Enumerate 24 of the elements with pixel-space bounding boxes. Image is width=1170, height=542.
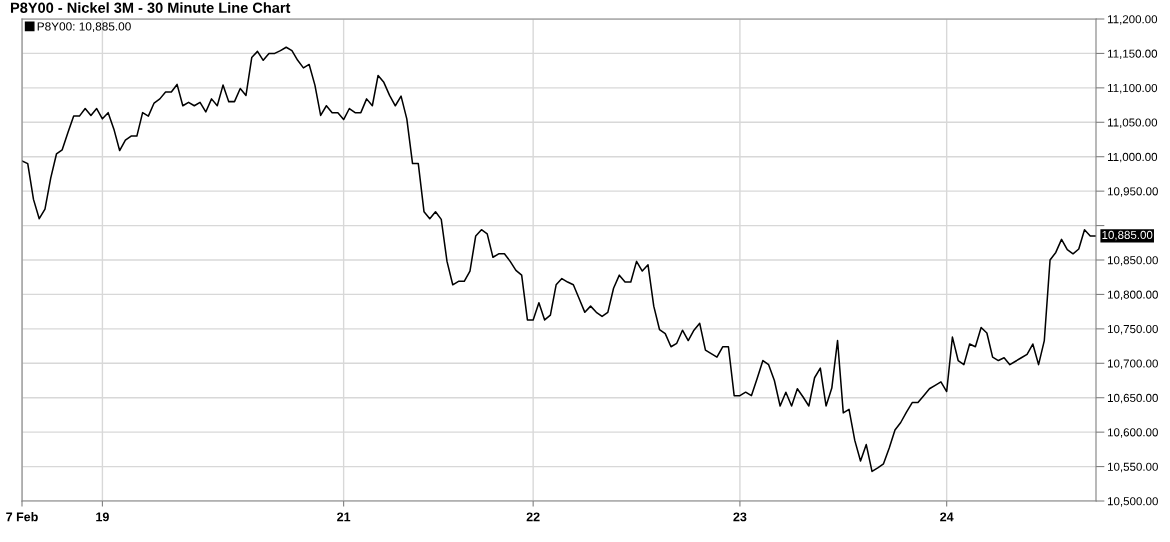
y-tick-label: 10,850.00 (1107, 256, 1158, 266)
y-tick-label: 10,650.00 (1107, 393, 1158, 404)
x-tick-label: 19 (96, 512, 109, 522)
line-series (22, 46, 1096, 473)
y-tick-label: 10,600.00 (1107, 428, 1158, 438)
y-tick-label: 10,550.00 (1107, 462, 1158, 473)
y-tick-label: 11,050.00 (1107, 118, 1158, 128)
x-tick-label: 21 (337, 512, 351, 522)
y-tick-label: 10,500.00 (1107, 497, 1158, 507)
chart-title: P8Y00 - Nickel 3M - 30 Minute Line Chart (10, 2, 291, 13)
y-tick-label: 11,100.00 (1107, 83, 1158, 94)
y-tick-label: 10,950.00 (1107, 187, 1158, 197)
x-tick-label: 22 (526, 512, 540, 522)
y-tick-label: 10,750.00 (1107, 324, 1158, 335)
y-tick-label: 11,200.00 (1107, 15, 1158, 25)
y-tick-label: 11,150.00 (1107, 49, 1158, 60)
y-tick-label: 11,000.00 (1107, 152, 1158, 163)
y-tick-label: 10,800.00 (1107, 290, 1158, 301)
legend-label: P8Y00: 10,885.00 (37, 22, 131, 33)
y-tick-label: 10,700.00 (1107, 359, 1158, 369)
x-tick-label: 7 Feb (6, 512, 38, 522)
text: 10,885.00 (1102, 230, 1153, 241)
x-tick-label: 24 (940, 512, 954, 522)
x-tick-label: 23 (733, 512, 747, 522)
